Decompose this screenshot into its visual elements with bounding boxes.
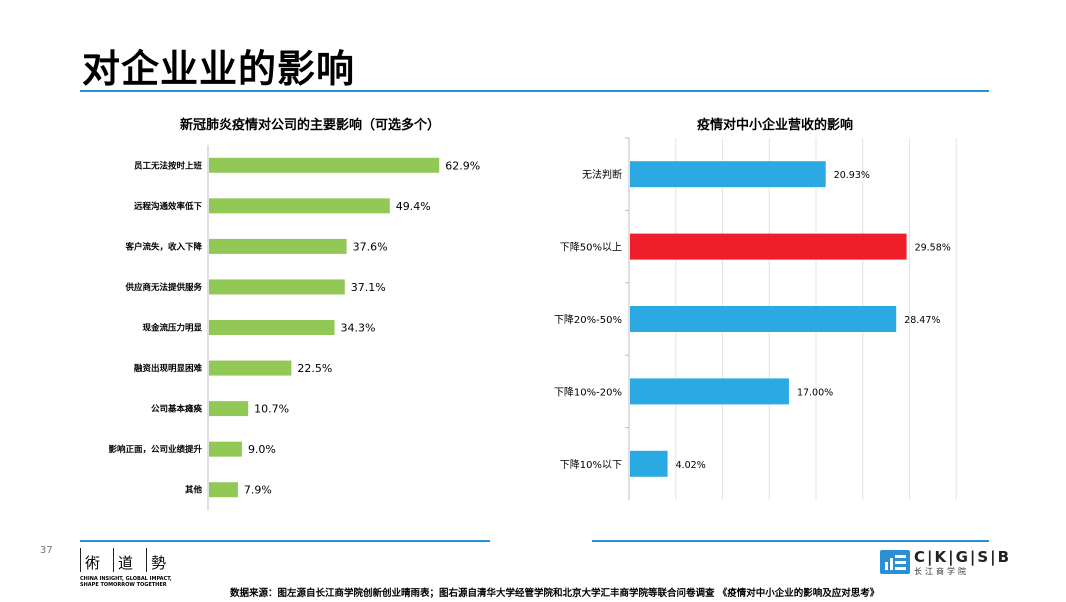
left-category-label: 公司基本瘫痪 (151, 404, 203, 415)
right-category-label: 下降50%以上 (560, 241, 622, 254)
left-value-label: 9.0% (248, 443, 276, 456)
right-value-label: 17.00% (797, 387, 833, 398)
left-category-label: 远程沟通效率低下 (134, 201, 203, 212)
footer-rule-right (592, 540, 989, 542)
logo-tagline-line-1: CHINA INSIGHT, GLOBAL IMPACT, (80, 576, 172, 582)
left-category-label: 客户流失，收入下降 (124, 241, 202, 252)
right-category-label: 无法判断 (582, 168, 622, 181)
left-value-label: 7.9% (244, 484, 272, 497)
right-bar (630, 378, 789, 405)
left-category-label: 其他 (185, 485, 203, 496)
left-chart-title: 新冠肺炎疫情对公司的主要影响（可选多个） (179, 118, 440, 133)
right-category-label: 下降10%-20% (554, 385, 622, 398)
left-bar (209, 320, 335, 335)
left-value-label: 62.9% (445, 159, 480, 172)
right-value-label: 20.93% (834, 170, 870, 181)
source-note: 数据来源：图左源自长江商学院创新创业晴雨表；图右源自清华大学经管学院和北京大学汇… (230, 588, 880, 599)
seal-char-2: 道 (113, 548, 140, 572)
left-bar (209, 360, 292, 376)
left-bar (209, 157, 440, 173)
right-bar (630, 306, 897, 332)
left-value-label: 37.1% (351, 281, 386, 294)
right-value-label: 29.58% (915, 243, 951, 254)
left-category-label: 融资出现明显困难 (134, 363, 203, 374)
left-category-label: 影响正面，公司业绩提升 (108, 444, 202, 455)
right-bar (630, 161, 826, 188)
right-chart-title: 疫情对中小企业营收的影响 (696, 118, 853, 133)
page-title: 对企业业的影响 (82, 47, 356, 91)
left-category-label: 员工无法按时上班 (134, 160, 203, 171)
title-rule (80, 90, 989, 92)
left-bar (209, 198, 390, 214)
right-category-label: 下降10%以下 (560, 458, 622, 471)
left-bar (209, 279, 345, 295)
left-value-label: 37.6% (353, 240, 388, 253)
ckgsb-logo: C|K|G|S|B 长江商学院 (880, 548, 1009, 576)
right-category-label: 下降20%-50% (554, 313, 622, 326)
right-bar (630, 233, 907, 260)
right-bar (630, 450, 668, 477)
seal-char-3: 勢 (146, 548, 173, 572)
left-value-label: 22.5% (297, 362, 332, 375)
right-value-label: 4.02% (676, 460, 706, 471)
ckgsb-mark-icon (880, 550, 910, 574)
right-value-label: 28.47% (904, 315, 940, 326)
left-category-label: 现金流压力明显 (142, 323, 202, 334)
seal-char-1: 術 (80, 548, 107, 572)
school-seal-logo: 術 道 勢 CHINA INSIGHT, GLOBAL IMPACT, SHAP… (80, 548, 180, 592)
left-value-label: 49.4% (396, 200, 431, 213)
ckgsb-brand-text: C|K|G|S|B (914, 548, 1012, 566)
logo-tagline: CHINA INSIGHT, GLOBAL IMPACT, SHAPE TOMO… (80, 576, 190, 588)
left-category-label: 供应商无法提供服务 (124, 282, 202, 293)
left-value-label: 10.7% (254, 403, 289, 416)
logo-tagline-line-2: SHAPE TOMORROW TOGETHER (80, 582, 167, 588)
left-bar (209, 441, 242, 457)
left-bar (209, 482, 238, 498)
ckgsb-sub-text: 长江商学院 (914, 567, 969, 576)
footer-rule-left (80, 540, 490, 542)
page-number: 37 (40, 545, 53, 556)
left-bar (209, 238, 347, 254)
left-value-label: 34.3% (341, 322, 376, 335)
left-bar (209, 401, 249, 417)
